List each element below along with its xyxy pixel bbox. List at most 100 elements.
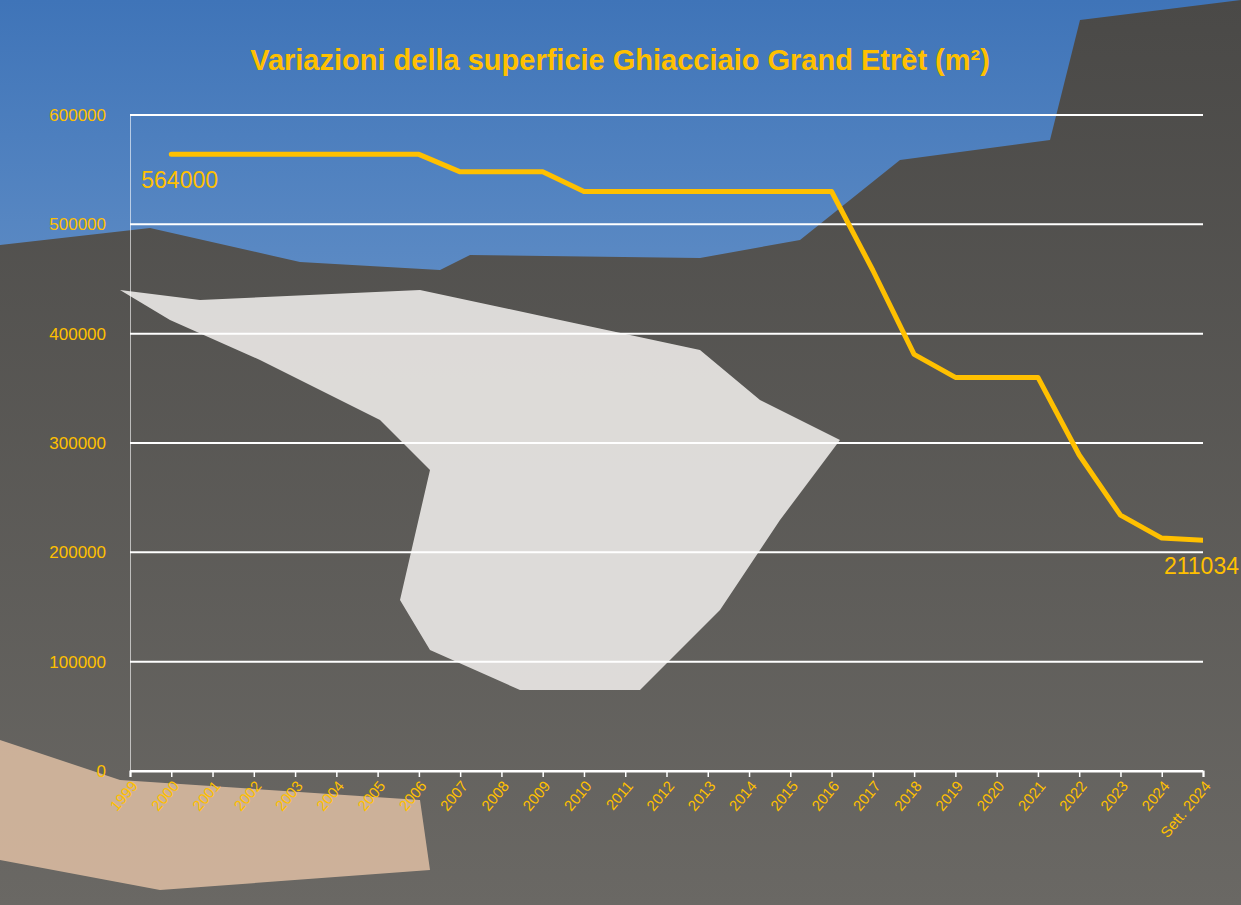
y-tick: 400000 — [49, 325, 130, 344]
x-tick-mark — [749, 771, 751, 777]
x-tick-label: 2009 — [519, 777, 553, 813]
x-tick-mark — [171, 771, 173, 777]
x-tick-mark — [419, 771, 421, 777]
x-tick: 2014 — [725, 771, 759, 814]
x-tick: 2022 — [1056, 771, 1090, 814]
grid-line — [130, 551, 1203, 553]
y-tick: 0 — [97, 762, 130, 781]
x-axis-line — [131, 772, 1204, 778]
x-tick-label: 2023 — [1097, 777, 1131, 813]
y-tick-label: 100000 — [49, 653, 106, 672]
x-tick-mark — [130, 771, 132, 777]
x-tick: 2010 — [560, 771, 594, 814]
x-tick-mark — [254, 771, 256, 777]
x-tick-label: 2006 — [395, 777, 429, 813]
y-tick: 200000 — [49, 543, 130, 562]
x-tick-label: 2011 — [602, 777, 636, 813]
x-tick-mark — [831, 771, 833, 777]
x-tick: 2001 — [189, 771, 223, 814]
y-axis-line — [130, 116, 131, 772]
snow-patch — [0, 740, 430, 890]
grid — [130, 115, 1203, 771]
x-tick-mark — [542, 771, 544, 777]
x-tick: 2011 — [602, 771, 636, 813]
x-tick-label: 2010 — [560, 777, 594, 813]
x-tick-label: 2019 — [932, 777, 966, 813]
y-tick: 600000 — [49, 106, 130, 125]
x-tick: 2015 — [767, 771, 801, 814]
x-tick-label: 2013 — [684, 777, 718, 813]
x-tick: Sett. 2024 — [1157, 771, 1214, 841]
x-tick-label: 2017 — [849, 777, 883, 813]
x-tick: 2005 — [354, 771, 388, 814]
x-tick-label: 2008 — [478, 777, 512, 813]
x-tick-mark — [666, 771, 668, 777]
x-tick: 2016 — [808, 771, 842, 814]
x-tick-label: 2021 — [1014, 777, 1048, 813]
x-tick-label: 2024 — [1138, 777, 1172, 813]
x-tick: 2013 — [684, 771, 718, 814]
y-tick: 500000 — [49, 215, 130, 234]
x-tick: 1999 — [106, 771, 140, 814]
x-tick: 2017 — [849, 771, 883, 814]
x-tick: 2021 — [1014, 771, 1048, 814]
series-line — [171, 154, 1203, 540]
chart: 0 100000 200000 300000 400000 500000 600000 199… — [0, 0, 1241, 905]
y-tick-label: 600000 — [49, 106, 106, 125]
grid-line — [130, 442, 1203, 444]
x-tick: 2018 — [890, 771, 924, 814]
x-tick-mark — [212, 771, 214, 777]
x-tick-label: 2012 — [643, 777, 677, 813]
grid-line — [130, 223, 1203, 225]
glacier — [120, 290, 840, 690]
x-tick-mark — [955, 771, 957, 777]
data-label: 564000 — [141, 167, 218, 193]
x-tick-mark — [460, 771, 462, 777]
background — [0, 0, 1241, 905]
x-tick-mark — [708, 771, 710, 777]
y-tick: 100000 — [49, 653, 130, 672]
x-tick: 2012 — [643, 771, 677, 814]
x-tick-label: 2020 — [973, 777, 1007, 813]
x-tick-label: Sett. 2024 — [1157, 777, 1214, 840]
x-tick-mark — [625, 771, 627, 777]
x-tick: 2002 — [230, 771, 264, 814]
x-tick-mark — [501, 771, 503, 777]
x-tick-mark — [1161, 771, 1163, 777]
x-tick-label: 2014 — [725, 777, 759, 813]
x-tick-label: 2004 — [313, 777, 347, 813]
x-axis: 1999200020012002200320042005200620072008… — [106, 771, 1213, 841]
data-label: 211034 — [1164, 553, 1239, 579]
x-tick: 2003 — [271, 771, 305, 814]
y-tick-label: 300000 — [49, 434, 106, 453]
x-tick-mark — [584, 771, 586, 777]
sky — [0, 0, 1241, 905]
x-tick-mark — [1120, 771, 1122, 777]
x-tick-label: 2022 — [1056, 777, 1090, 813]
x-tick-mark — [295, 771, 297, 777]
x-tick-mark — [996, 771, 998, 777]
x-tick: 2008 — [478, 771, 512, 814]
x-tick-label: 1999 — [106, 777, 140, 813]
x-tick-mark — [1079, 771, 1081, 777]
title: Variazioni della superficie Ghiacciaio G… — [250, 44, 990, 76]
x-tick: 2023 — [1097, 771, 1131, 814]
y-tick-label: 200000 — [49, 543, 106, 562]
x-tick: 2007 — [436, 771, 470, 814]
x-tick-label: 2016 — [808, 777, 842, 813]
x-tick-mark — [914, 771, 916, 777]
x-tick-mark — [377, 771, 379, 777]
x-tick-label: 2002 — [230, 777, 264, 813]
y-tick: 300000 — [49, 434, 130, 453]
x-tick: 2024 — [1138, 771, 1172, 814]
x-tick-label: 2005 — [354, 777, 388, 813]
mountain — [0, 0, 1241, 905]
x-tick-mark — [1203, 771, 1205, 777]
x-tick-mark — [336, 771, 338, 777]
y-tick-label: 0 — [97, 762, 106, 781]
grid-line — [130, 333, 1203, 335]
x-tick-mark — [1038, 771, 1040, 777]
data-labels: 564000 211034 — [141, 167, 1239, 579]
plot-area — [171, 154, 1203, 540]
x-tick-mark — [790, 771, 792, 777]
